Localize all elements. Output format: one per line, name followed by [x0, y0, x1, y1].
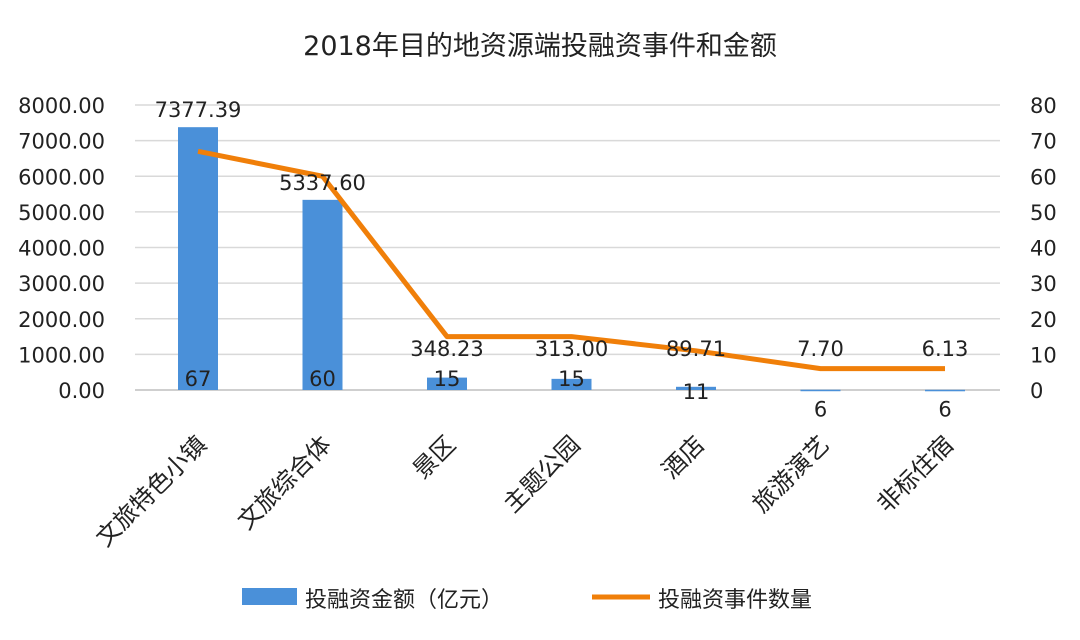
- y-right-tick-label: 0: [1030, 379, 1043, 403]
- category-label: 景区: [408, 430, 462, 484]
- legend-bar-label: 投融资金额（亿元）: [305, 588, 503, 613]
- category-label: 文旅特色小镇: [91, 430, 213, 552]
- bar-value-label: 348.23: [410, 337, 483, 361]
- bar-value-label: 7.70: [797, 337, 844, 361]
- line-value-label: 67: [185, 367, 212, 391]
- y-right-tick-label: 20: [1030, 308, 1057, 332]
- line-value-label: 6: [938, 398, 951, 422]
- y-right-tick-label: 50: [1030, 201, 1057, 225]
- y-left-tick-label: 0.00: [58, 379, 105, 403]
- chart-title: 2018年目的地资源端投融资事件和金额: [303, 31, 777, 62]
- line-value-label: 15: [434, 367, 461, 391]
- y-left-tick-label: 8000.00: [18, 94, 105, 118]
- y-right-tick-label: 70: [1030, 130, 1057, 154]
- y-left-tick-label: 1000.00: [18, 343, 105, 367]
- legend-bar-swatch: [242, 588, 297, 605]
- bar-value-label: 89.71: [666, 337, 726, 361]
- y-left-tick-label: 6000.00: [18, 165, 105, 189]
- category-label: 非标住宿: [872, 430, 960, 518]
- y-left-tick-label: 7000.00: [18, 130, 105, 154]
- y-right-tick-label: 80: [1030, 94, 1057, 118]
- line-value-label: 11: [683, 380, 710, 404]
- bar-value-label: 313.00: [535, 337, 608, 361]
- y-right-tick-label: 30: [1030, 272, 1057, 296]
- y-left-tick-label: 4000.00: [18, 237, 105, 261]
- bar: [801, 390, 841, 392]
- legend-line-label: 投融资事件数量: [658, 588, 812, 613]
- bar: [178, 127, 218, 390]
- line-value-label: 60: [309, 367, 336, 391]
- category-label: 旅游演艺: [747, 430, 835, 518]
- y-right-tick-label: 10: [1030, 343, 1057, 367]
- bar-value-label: 5337.60: [279, 171, 366, 195]
- legend: 投融资金额（亿元） 投融资事件数量: [242, 588, 812, 613]
- bar: [925, 390, 965, 392]
- category-label: 主题公园: [498, 430, 586, 518]
- line-value-label: 15: [558, 367, 585, 391]
- y-left-tick-label: 2000.00: [18, 308, 105, 332]
- category-label: 酒店: [657, 430, 711, 484]
- category-label: 文旅综合体: [232, 430, 337, 535]
- bar-value-label: 6.13: [922, 337, 969, 361]
- y-right-tick-label: 40: [1030, 237, 1057, 261]
- y-left-tick-label: 5000.00: [18, 201, 105, 225]
- bar-value-label: 7377.39: [155, 98, 242, 122]
- y-left-tick-label: 3000.00: [18, 272, 105, 296]
- bar: [303, 200, 343, 390]
- line-value-label: 6: [814, 398, 827, 422]
- y-right-tick-label: 60: [1030, 165, 1057, 189]
